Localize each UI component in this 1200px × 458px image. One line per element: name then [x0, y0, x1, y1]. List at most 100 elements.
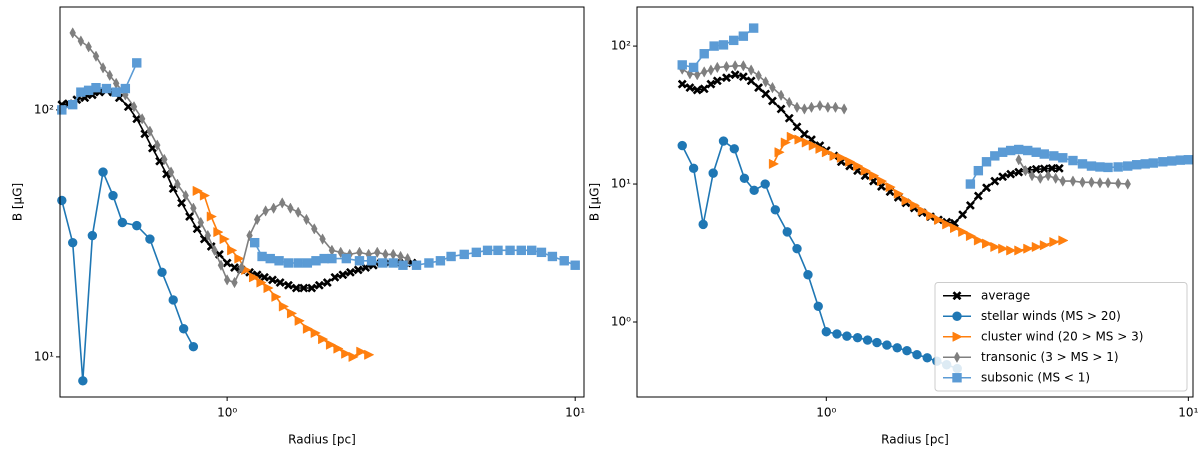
marker	[1104, 177, 1112, 189]
marker	[782, 227, 792, 237]
marker	[1132, 160, 1142, 170]
marker	[341, 348, 352, 359]
marker	[302, 258, 313, 268]
legend-label: average	[981, 288, 1030, 302]
y-axis-label: B [μG]	[11, 183, 25, 221]
marker	[167, 166, 175, 178]
marker	[1123, 161, 1133, 171]
y-tick-label: 10²	[611, 39, 631, 53]
marker	[1006, 245, 1017, 256]
marker	[1044, 169, 1052, 182]
legend: average stellar winds (MS > 20) cluster wi…	[934, 282, 1188, 392]
marker	[206, 211, 217, 222]
marker	[1037, 172, 1044, 185]
marker	[388, 258, 398, 268]
marker	[204, 229, 212, 242]
marker	[981, 183, 992, 193]
marker	[784, 113, 794, 123]
marker	[1175, 155, 1185, 165]
marker	[99, 62, 107, 74]
marker	[876, 176, 888, 187]
marker	[57, 195, 67, 206]
x-axis-label: Radius [pc]	[881, 433, 949, 447]
series-line	[72, 32, 408, 284]
marker	[982, 238, 993, 249]
marker	[933, 214, 945, 225]
marker	[69, 27, 76, 39]
marker	[78, 376, 88, 386]
marker	[709, 41, 719, 51]
marker	[67, 237, 78, 248]
marker	[256, 277, 267, 288]
marker	[446, 251, 456, 262]
marker	[973, 235, 985, 246]
marker	[892, 343, 902, 353]
marker	[1068, 155, 1078, 166]
marker	[832, 329, 842, 339]
marker	[893, 188, 904, 199]
marker	[953, 351, 961, 363]
marker	[729, 144, 739, 154]
marker	[1069, 175, 1077, 187]
marker	[222, 258, 232, 268]
marker	[860, 165, 871, 176]
marker	[192, 185, 203, 196]
marker	[570, 260, 580, 270]
marker	[318, 334, 329, 345]
marker	[120, 83, 131, 94]
marker	[283, 258, 294, 268]
marker	[685, 83, 695, 93]
marker	[238, 261, 245, 274]
marker	[559, 256, 569, 266]
marker	[174, 178, 181, 190]
marker	[699, 49, 709, 59]
marker	[263, 282, 274, 294]
marker	[227, 245, 238, 256]
marker	[101, 83, 112, 94]
marker	[803, 270, 813, 280]
series-line	[61, 169, 195, 381]
marker	[130, 101, 138, 113]
marker	[1113, 162, 1123, 172]
marker	[677, 79, 687, 89]
marker	[926, 210, 937, 221]
marker	[168, 184, 178, 194]
marker	[965, 230, 977, 242]
marker	[688, 62, 699, 73]
marker	[92, 50, 100, 62]
axes-frame	[636, 6, 1194, 398]
marker	[774, 147, 785, 158]
marker	[730, 70, 740, 80]
marker	[378, 258, 388, 268]
marker	[852, 332, 863, 343]
panel: 10⁰ 10¹ 10⁰ 10¹ 10² Radius [pc] B [μG] average s…	[588, 6, 1199, 447]
marker	[1124, 178, 1131, 190]
marker	[912, 349, 922, 360]
marker	[770, 205, 781, 215]
marker	[786, 131, 797, 142]
marker	[885, 182, 896, 193]
marker	[459, 249, 469, 260]
marker	[145, 234, 155, 244]
marker	[338, 270, 348, 280]
marker	[981, 157, 992, 167]
marker	[319, 233, 326, 245]
marker	[721, 73, 732, 83]
marker	[872, 337, 882, 348]
marker	[821, 147, 833, 158]
marker	[366, 256, 377, 266]
marker	[311, 256, 321, 266]
y-tick-label: 10²	[34, 102, 54, 116]
marker	[267, 275, 278, 285]
marker	[1052, 172, 1059, 185]
marker	[1005, 145, 1016, 156]
marker	[1014, 144, 1024, 155]
marker	[108, 190, 118, 201]
marker	[862, 335, 873, 345]
marker	[731, 60, 739, 72]
marker	[829, 150, 840, 161]
x-tick-label: 10¹	[1178, 406, 1198, 420]
marker	[902, 345, 912, 356]
marker	[901, 195, 912, 206]
series-line	[681, 139, 958, 370]
